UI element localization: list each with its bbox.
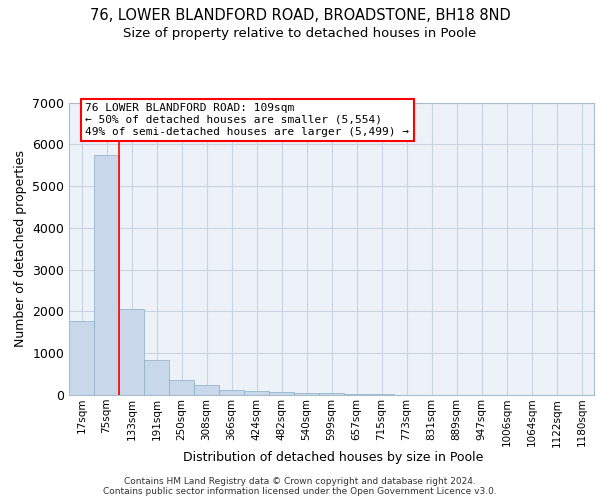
Text: Contains public sector information licensed under the Open Government Licence v3: Contains public sector information licen… xyxy=(103,486,497,496)
Bar xyxy=(119,310,144,395)
Bar xyxy=(369,394,394,395)
Bar xyxy=(194,386,219,395)
Bar xyxy=(94,154,119,395)
Text: 76 LOWER BLANDFORD ROAD: 109sqm
← 50% of detached houses are smaller (5,554)
49%: 76 LOWER BLANDFORD ROAD: 109sqm ← 50% of… xyxy=(85,104,409,136)
Text: Contains HM Land Registry data © Crown copyright and database right 2024.: Contains HM Land Registry data © Crown c… xyxy=(124,476,476,486)
Bar xyxy=(169,380,194,395)
Bar xyxy=(269,392,294,395)
Text: Distribution of detached houses by size in Poole: Distribution of detached houses by size … xyxy=(183,451,483,464)
Text: Size of property relative to detached houses in Poole: Size of property relative to detached ho… xyxy=(124,28,476,40)
Bar xyxy=(219,390,244,395)
Bar xyxy=(244,391,269,395)
Bar xyxy=(144,360,169,395)
Bar xyxy=(69,320,94,395)
Bar xyxy=(344,394,369,395)
Bar xyxy=(319,394,344,395)
Y-axis label: Number of detached properties: Number of detached properties xyxy=(14,150,26,348)
Bar xyxy=(294,393,319,395)
Text: 76, LOWER BLANDFORD ROAD, BROADSTONE, BH18 8ND: 76, LOWER BLANDFORD ROAD, BROADSTONE, BH… xyxy=(89,8,511,22)
